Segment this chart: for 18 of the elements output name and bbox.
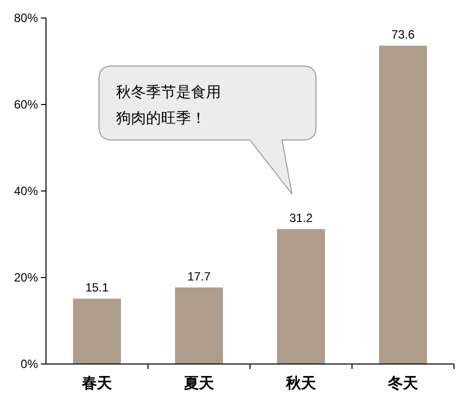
data-label: 31.2	[289, 211, 313, 226]
x-tick-label: 春天	[81, 374, 113, 392]
data-label: 17.7	[187, 269, 211, 284]
y-tick-label: 20%	[14, 270, 38, 285]
y-tick-label: 0%	[20, 357, 38, 372]
bar	[175, 287, 223, 364]
bar	[379, 46, 427, 364]
data-label: 73.6	[391, 28, 415, 42]
x-tick-label: 夏天	[183, 374, 215, 392]
y-tick-label: 60%	[14, 98, 38, 112]
x-tick-label: 冬天	[387, 374, 419, 392]
y-tick-label: 80%	[14, 11, 38, 26]
y-tick-label: 40%	[14, 184, 38, 198]
data-label: 15.1	[85, 280, 109, 295]
bar	[277, 229, 325, 364]
x-tick-label: 秋天	[285, 374, 317, 392]
annotation: 秋冬季节是食用狗肉的旺季！	[116, 83, 221, 127]
bar	[73, 298, 121, 364]
